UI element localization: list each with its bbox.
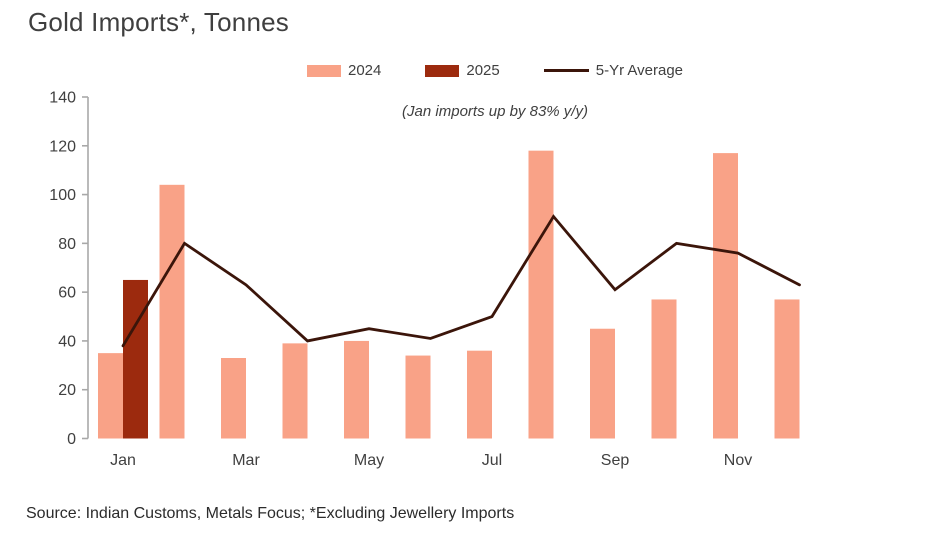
legend-item-5yr-average: 5-Yr Average xyxy=(543,62,684,79)
x-axis-label-mar: Mar xyxy=(232,452,260,469)
y-axis-tick-label: 60 xyxy=(58,285,76,302)
bar-2024-jul xyxy=(467,350,492,439)
y-axis-tick-label: 140 xyxy=(49,90,76,107)
legend-swatch-2025 xyxy=(425,64,460,77)
legend-label-2025: 2025 xyxy=(466,62,500,79)
legend-item-2025: 2025 xyxy=(425,62,500,79)
y-axis-tick-label: 20 xyxy=(58,382,76,399)
bar-2024-nov xyxy=(713,153,738,439)
y-axis-tick-label: 80 xyxy=(58,236,76,253)
chart-title: Gold Imports*, Tonnes xyxy=(28,7,289,37)
bar-2024-aug xyxy=(528,150,554,439)
legend-label-5yr-average: 5-Yr Average xyxy=(595,62,684,79)
x-axis-label-sep: Sep xyxy=(601,452,630,469)
bar-2024-apr xyxy=(282,343,308,439)
legend: 2024 2025 5-Yr Average xyxy=(85,62,905,79)
y-axis-tick-label: 120 xyxy=(49,138,76,155)
legend-item-2024: 2024 xyxy=(306,62,382,79)
y-axis-tick-label: 0 xyxy=(67,431,76,448)
x-axis-label-may: May xyxy=(354,452,384,469)
legend-label-2024: 2024 xyxy=(347,62,382,79)
bar-2024-mar xyxy=(221,358,246,439)
source-note: Source: Indian Customs, Metals Focus; *E… xyxy=(26,505,515,522)
bar-2024-jun xyxy=(405,355,431,439)
bar-2024-sep xyxy=(590,328,615,439)
chart-annotation: (Jan imports up by 83% y/y) xyxy=(402,103,588,120)
five-yr-average-line xyxy=(121,214,801,348)
bar-2024-feb xyxy=(159,184,185,439)
bar-2025-jan xyxy=(123,279,148,439)
bar-2024-jan xyxy=(98,353,123,439)
bar-2024-may xyxy=(344,340,369,439)
legend-swatch-2024 xyxy=(306,64,341,77)
legend-line-swatch xyxy=(543,69,589,72)
bar-2024-oct xyxy=(651,299,677,439)
x-axis-label-jul: Jul xyxy=(482,452,502,469)
y-axis-tick-label: 40 xyxy=(58,333,76,350)
x-axis-label-nov: Nov xyxy=(724,452,752,469)
bar-2024-dec xyxy=(774,299,800,439)
x-axis-label-jan: Jan xyxy=(110,452,136,469)
y-axis-tick-label: 100 xyxy=(49,187,76,204)
